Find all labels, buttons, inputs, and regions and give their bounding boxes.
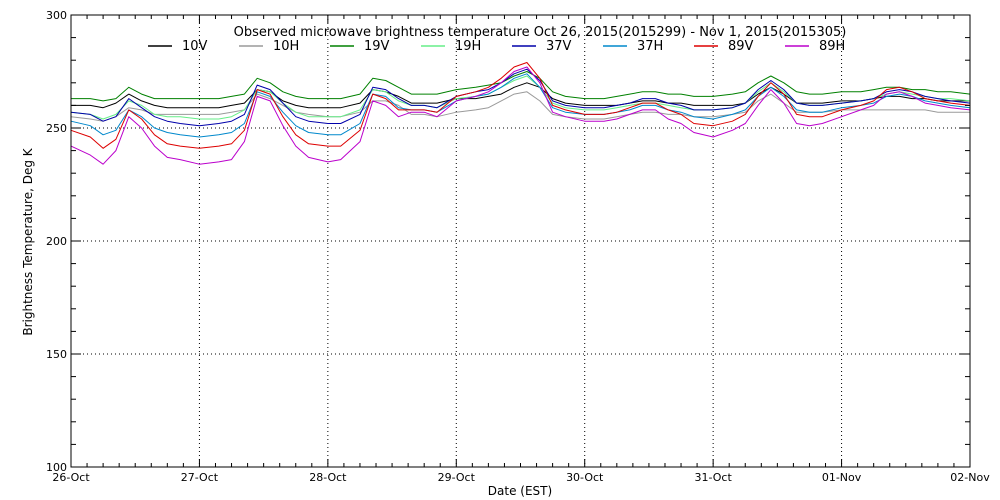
legend-label: 37H — [637, 39, 663, 54]
grid-lines — [71, 15, 970, 467]
legend-label: 37V — [546, 39, 572, 54]
x-axis-title: Date (EST) — [488, 484, 552, 498]
y-tick-label: 250 — [46, 122, 67, 135]
y-tick-label: 300 — [46, 9, 67, 22]
y-axis-title: Brightness Temperature, Deg K — [21, 147, 35, 335]
legend-label: 89V — [728, 39, 754, 54]
legend: 10V 10H 19V 19H 37V 37H 89V 89H — [148, 39, 845, 54]
y-tick-label: 150 — [46, 348, 67, 361]
y-tick-label: 100 — [46, 461, 67, 474]
x-tick-label: 29-Oct — [438, 471, 476, 484]
y-tick-labels: 100 150 200 250 300 — [46, 9, 67, 474]
legend-label: 10H — [273, 39, 299, 54]
axis-ticks — [70, 14, 971, 468]
x-tick-label: 30-Oct — [566, 471, 604, 484]
series-line-89v — [70, 62, 971, 149]
x-tick-label: 26-Oct — [52, 471, 90, 484]
y-tick-label: 200 — [46, 235, 67, 248]
x-tick-label: 31-Oct — [694, 471, 732, 484]
legend-label: 19H — [455, 39, 481, 54]
legend-label: 19V — [364, 39, 390, 54]
x-tick-labels: 26-Oct 27-Oct 28-Oct 29-Oct 30-Oct 31-Oct 01-N… — [52, 471, 990, 484]
series-line-19v — [71, 71, 971, 102]
series-line-10v — [71, 82, 970, 109]
x-tick-label: 01-Nov — [822, 471, 862, 484]
x-tick-label: 02-Nov — [950, 471, 990, 484]
x-tick-label: 28-Oct — [309, 471, 347, 484]
series-line-37v — [70, 68, 971, 127]
series-lines — [70, 62, 971, 165]
chart-title: Observed microwave brightness temperatur… — [234, 25, 847, 40]
legend-label: 10V — [182, 39, 208, 54]
legend-label: 89H — [819, 39, 845, 54]
x-tick-label: 27-Oct — [181, 471, 219, 484]
series-line-89h — [70, 66, 971, 165]
series-line-37h — [70, 73, 971, 138]
